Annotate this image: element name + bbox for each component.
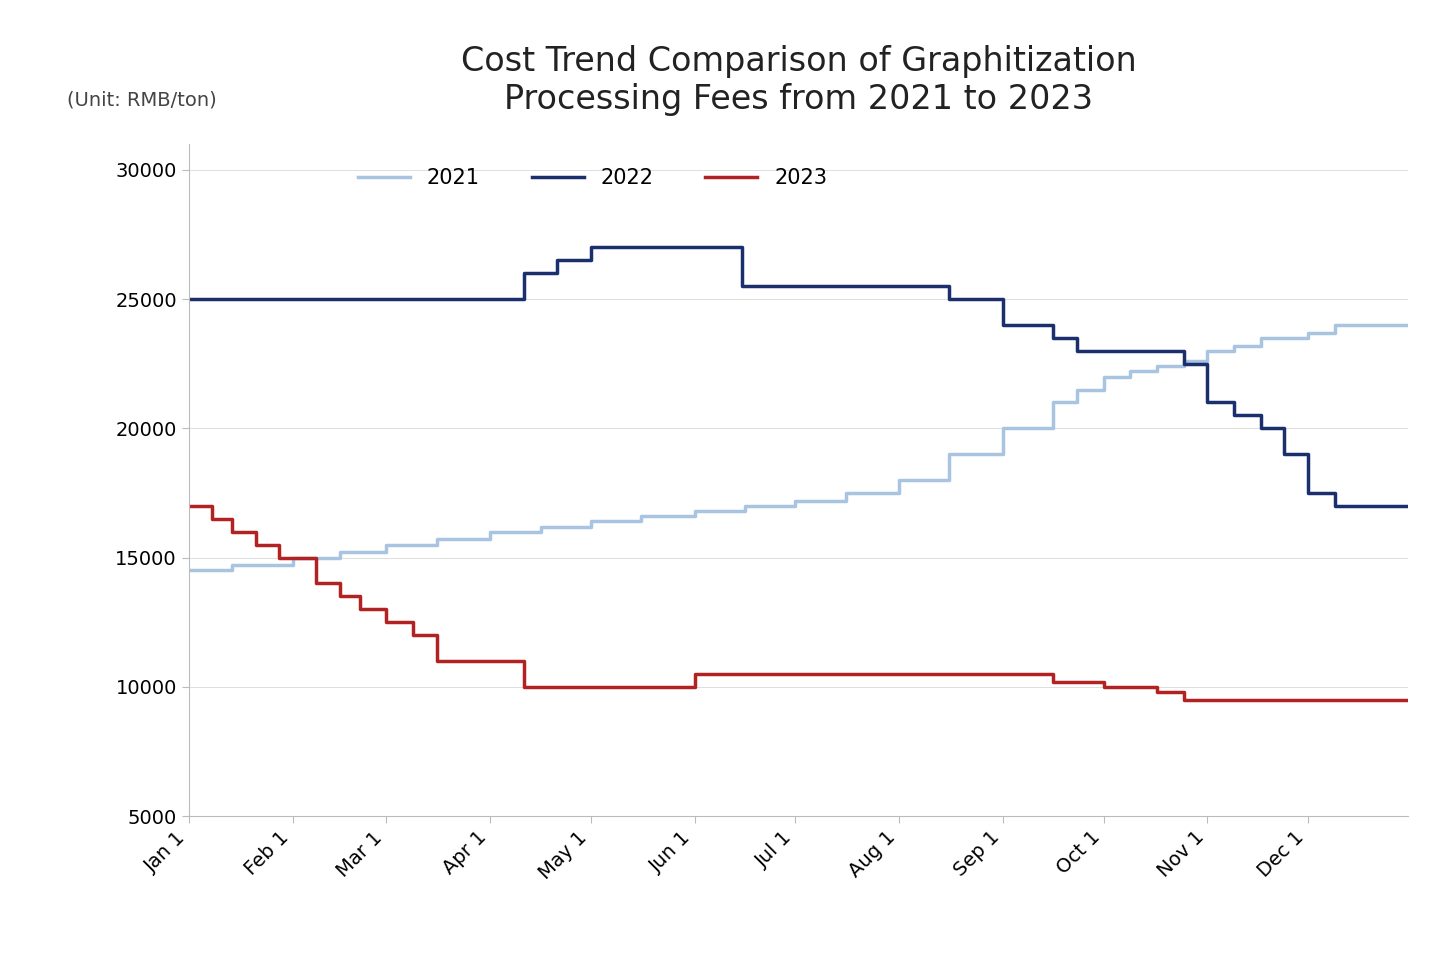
2022: [1326, 500, 1343, 512]
2021: [1326, 319, 1343, 330]
2023: [180, 500, 197, 512]
2021: [1252, 332, 1269, 344]
2022: [582, 242, 600, 253]
2021: [836, 487, 854, 498]
2023: [270, 552, 287, 564]
Legend: 2021, 2022, 2023: 2021, 2022, 2023: [357, 168, 828, 188]
2023: [549, 681, 566, 692]
Text: (Unit: RMB/ton): (Unit: RMB/ton): [67, 90, 216, 109]
2023: [1175, 694, 1192, 706]
2022: [515, 268, 533, 279]
2021: [224, 560, 241, 571]
2021: [582, 516, 600, 527]
2021: [890, 474, 908, 486]
2023: [247, 539, 264, 550]
2021: [1149, 361, 1166, 372]
2022: [1276, 448, 1294, 460]
2023: [1326, 694, 1343, 706]
2022: [1199, 396, 1217, 408]
2021: [1199, 345, 1217, 356]
2022: [1252, 422, 1269, 434]
2022: [1149, 345, 1166, 356]
2023: [378, 616, 395, 628]
2021: [285, 552, 302, 564]
2021: [995, 422, 1012, 434]
2022: [1400, 500, 1417, 512]
2021: [378, 539, 395, 550]
2023: [1353, 694, 1371, 706]
2022: [482, 294, 499, 305]
2021: [1175, 355, 1192, 367]
2023: [515, 681, 533, 692]
2022: [1225, 410, 1243, 421]
2023: [787, 668, 804, 680]
2021: [331, 546, 348, 558]
Line: 2022: 2022: [189, 248, 1408, 506]
2021: [1121, 366, 1138, 377]
2022: [787, 280, 804, 292]
2023: [1252, 694, 1269, 706]
2021: [1400, 319, 1417, 330]
2022: [1175, 358, 1192, 370]
2023: [482, 655, 499, 666]
2021: [633, 511, 650, 522]
2023: [995, 668, 1012, 680]
2021: [1300, 327, 1317, 339]
Title: Cost Trend Comparison of Graphitization
Processing Fees from 2021 to 2023: Cost Trend Comparison of Graphitization …: [460, 45, 1137, 116]
2023: [1121, 681, 1138, 692]
2021: [531, 520, 549, 532]
2021: [428, 534, 446, 545]
2021: [1276, 332, 1294, 344]
2023: [351, 604, 369, 615]
2021: [941, 448, 958, 460]
Line: 2023: 2023: [189, 506, 1408, 700]
Line: 2021: 2021: [189, 324, 1408, 570]
2022: [685, 242, 703, 253]
2021: [1225, 340, 1243, 351]
2021: [1095, 371, 1112, 382]
2023: [1225, 694, 1243, 706]
2022: [378, 294, 395, 305]
2023: [285, 552, 302, 564]
2022: [890, 280, 908, 292]
2023: [331, 590, 348, 602]
2021: [685, 505, 703, 516]
2023: [685, 668, 703, 680]
2023: [224, 526, 241, 538]
2022: [1121, 345, 1138, 356]
2021: [1069, 384, 1086, 396]
2023: [1095, 681, 1112, 692]
2023: [1199, 694, 1217, 706]
2022: [733, 280, 751, 292]
2023: [405, 630, 423, 641]
2023: [308, 578, 325, 589]
2021: [1353, 319, 1371, 330]
2021: [482, 526, 499, 538]
2023: [1300, 694, 1317, 706]
2023: [203, 513, 221, 524]
2023: [428, 655, 446, 666]
2022: [941, 294, 958, 305]
2022: [995, 319, 1012, 330]
2022: [1300, 487, 1317, 498]
2022: [549, 254, 566, 266]
2023: [616, 681, 633, 692]
2021: [1044, 396, 1061, 408]
2022: [616, 242, 633, 253]
2023: [1149, 686, 1166, 698]
2021: [180, 564, 197, 576]
2022: [180, 294, 197, 305]
2023: [1400, 694, 1417, 706]
2023: [890, 668, 908, 680]
2022: [1044, 332, 1061, 344]
2022: [1069, 345, 1086, 356]
2022: [1095, 345, 1112, 356]
2021: [787, 495, 804, 507]
2023: [1044, 676, 1061, 687]
2021: [736, 500, 754, 512]
2023: [582, 681, 600, 692]
